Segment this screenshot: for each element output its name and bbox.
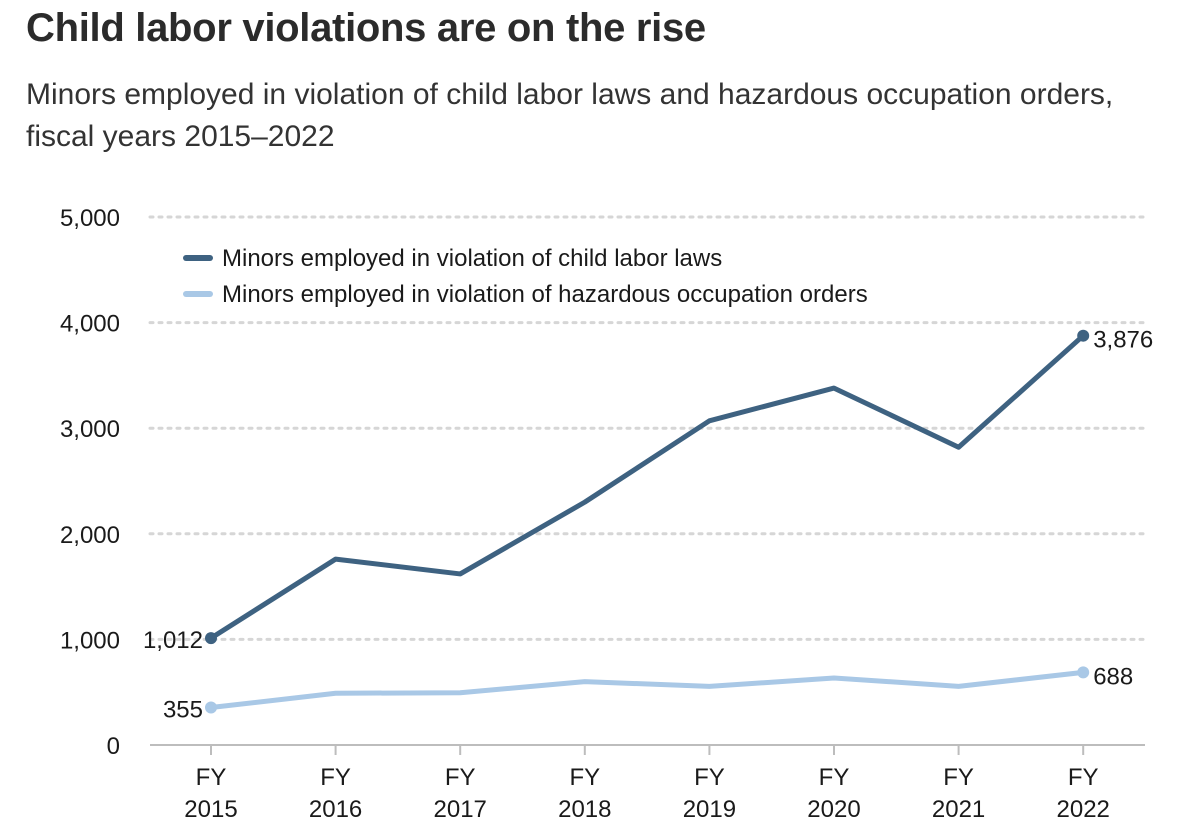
y-tick-label: 3,000 <box>60 416 120 443</box>
data-label: 688 <box>1093 663 1133 690</box>
x-tick-label: FY 2015 <box>184 764 237 823</box>
x-tick-labels: FY 2015 FY 2016 FY 2017 FY 2018 FY 2019 FY 2020 FY 20… <box>184 764 1110 823</box>
x-axis <box>150 744 1145 755</box>
chart-subtitle: Minors employed in violation of child la… <box>26 78 1114 153</box>
y-tick-label: 2,000 <box>60 522 120 549</box>
y-axis: 0 1,000 2,000 3,000 4,000 5,000 <box>60 205 120 760</box>
legend-label: Minors employed in violation of hazardou… <box>222 281 868 308</box>
series-line-1 <box>208 333 1086 641</box>
x-tick-label: FY 2018 <box>558 764 611 823</box>
data-label: 355 <box>163 697 203 724</box>
data-label: 3,876 <box>1093 327 1153 354</box>
data-point <box>1077 329 1090 342</box>
x-tick-label: FY 2019 <box>683 764 736 823</box>
data-point <box>205 701 217 714</box>
data-labels: 1,012 3,876 355 688 <box>143 327 1153 724</box>
chart-title: Child labor violations are on the rise <box>26 6 706 50</box>
data-point <box>205 632 217 645</box>
series-line-2 <box>208 669 1086 711</box>
y-tick-label: 0 <box>107 733 120 760</box>
data-label: 1,012 <box>143 627 203 654</box>
y-tick-label: 1,000 <box>60 627 120 654</box>
data-point <box>1077 666 1090 679</box>
legend: Minors employed in violation of child la… <box>183 245 868 308</box>
x-tick-label: FY 2021 <box>932 764 985 823</box>
x-tick-label: FY 2020 <box>807 764 860 823</box>
x-tick-label: FY 2017 <box>434 764 487 823</box>
y-tick-label: 4,000 <box>60 311 120 338</box>
x-tick-label: FY 2022 <box>1057 764 1110 823</box>
x-tick-label: FY 2016 <box>309 764 362 823</box>
legend-label: Minors employed in violation of child la… <box>222 245 722 272</box>
series-lines <box>205 329 1090 714</box>
y-tick-label: 5,000 <box>60 205 120 232</box>
